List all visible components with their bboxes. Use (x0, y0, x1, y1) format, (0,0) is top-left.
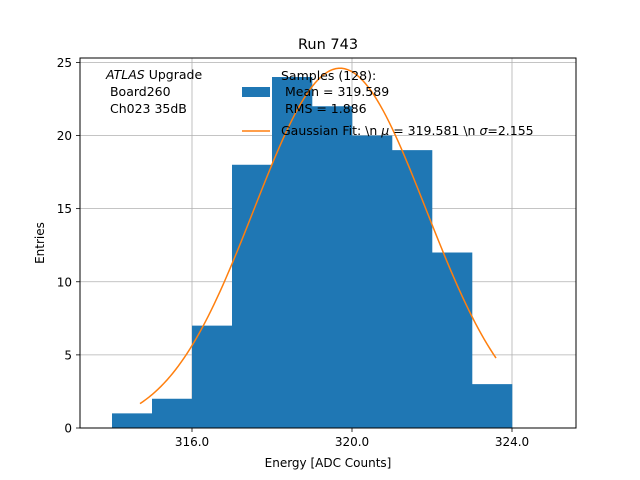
plot-frame (79, 57, 577, 429)
histogram-bar (352, 135, 393, 428)
x-tick-label: 320.0 (335, 435, 369, 449)
legend-fit-mu-value: = 319.581 \n (389, 123, 479, 138)
histogram-bar (392, 150, 433, 428)
x-axis-label: Energy [ADC Counts] (265, 456, 392, 470)
gaussian-fit (139, 67, 497, 405)
legend-histogram-title: Samples (128): (281, 68, 376, 83)
chart-title: Run 743 (298, 37, 358, 53)
legend-fit-prefix: Gaussian Fit: \n (281, 123, 381, 138)
legend-fit-label: Gaussian Fit: \n μ = 319.581 \n σ=2.155 (281, 123, 534, 138)
legend-fit-sigma-value: =2.155 (487, 123, 533, 138)
legend-swatch-histogram (242, 87, 270, 97)
annotation-experiment: ATLAS (105, 67, 145, 82)
fit-curve (139, 67, 497, 405)
y-tick-label: 0 (64, 422, 72, 436)
histogram-bar (472, 384, 513, 428)
histogram-bar (192, 325, 233, 428)
histogram-bar (232, 164, 273, 428)
legend-fit-mu-symbol: μ (380, 123, 389, 138)
annotation-title: ATLAS Upgrade (105, 67, 202, 82)
y-tick-label: 10 (57, 275, 72, 289)
legend-histogram-rms: RMS = 1.886 (281, 101, 367, 116)
annotation-channel: Ch023 35dB (106, 101, 187, 116)
histogram-bar (112, 413, 153, 428)
x-axis-ticks: 316.0 320.0 324.0 (175, 428, 529, 449)
histogram-bars (112, 77, 513, 429)
y-axis-ticks: 0 5 10 15 20 25 (57, 56, 80, 436)
y-tick-label: 20 (57, 129, 72, 143)
annotation-label: Upgrade (149, 67, 203, 82)
x-tick-label: 316.0 (175, 435, 209, 449)
y-tick-label: 25 (57, 56, 72, 70)
histogram-bar (152, 398, 193, 428)
y-axis-label: Entries (33, 222, 47, 264)
y-tick-label: 15 (57, 202, 72, 216)
y-tick-label: 5 (64, 348, 72, 362)
annotation-board: Board260 (106, 84, 171, 99)
legend: Samples (128): Mean = 319.589 RMS = 1.88… (242, 68, 534, 138)
legend-fit-sigma-symbol: σ (479, 123, 488, 138)
legend-histogram-mean: Mean = 319.589 (281, 84, 389, 99)
histogram-bar (432, 252, 473, 428)
histogram-bar (312, 106, 353, 429)
run-annotation: ATLAS Upgrade Board260 Ch023 35dB (105, 67, 202, 116)
histogram-bar (272, 77, 313, 429)
x-tick-label: 324.0 (495, 435, 529, 449)
